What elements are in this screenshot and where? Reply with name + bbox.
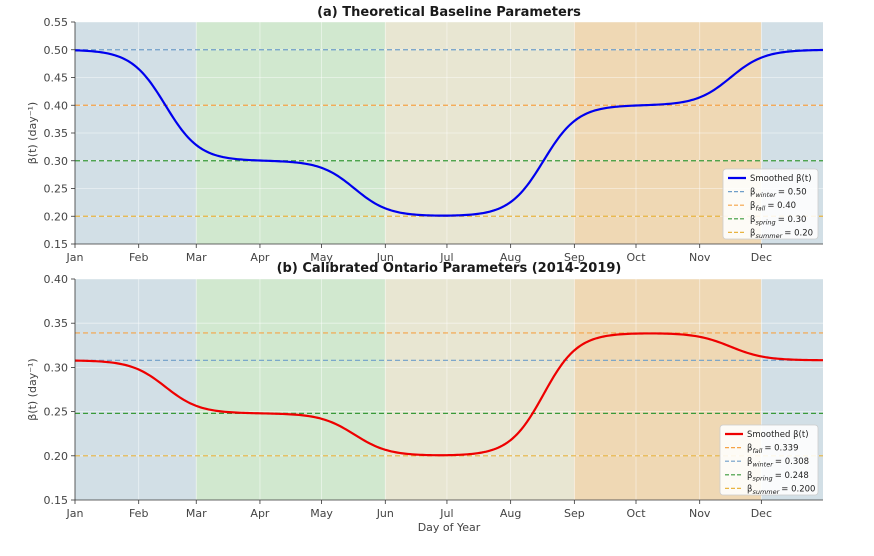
x-tick-label: Jul — [439, 507, 453, 520]
x-tick-label: Sep — [564, 507, 585, 520]
y-tick-label: 0.20 — [44, 210, 69, 223]
y-tick-label: 0.45 — [44, 72, 69, 85]
smoothed-beta-line — [74, 332, 824, 457]
x-tick-label: Sep — [564, 251, 585, 264]
y-tick-label: 0.40 — [44, 99, 69, 112]
x-tick-label: Aug — [500, 251, 521, 264]
smoothed-beta-line — [74, 48, 824, 217]
panel-b-calibrated-ontario: 0.15 0.20 0.25 0.30 0.35 0.40 Jan Feb Mar Apr May J… — [26, 261, 824, 534]
y-tick-label: 0.35 — [44, 127, 69, 140]
legend-label-fall: βfall = 0.339 — [747, 444, 799, 456]
x-tick-label: Apr — [250, 251, 270, 264]
x-tick-label: Mar — [186, 251, 207, 264]
x-tick-label: Jan — [66, 507, 84, 520]
x-tick-label: Nov — [689, 251, 711, 264]
y-axis-label: β(t) (day⁻¹) — [26, 358, 39, 420]
x-tick-label: Aug — [500, 507, 521, 520]
y-tick-label: 0.25 — [44, 183, 69, 196]
x-tick-label: Oct — [626, 507, 646, 520]
x-tick-label: Jan — [66, 251, 84, 264]
y-tick-label: 0.20 — [44, 450, 69, 463]
season-band-winter — [75, 279, 197, 500]
y-tick-label: 0.40 — [44, 273, 69, 286]
y-tick-label: 0.55 — [44, 16, 69, 29]
season-band-spring — [196, 279, 386, 500]
x-tick-label: Jun — [376, 507, 394, 520]
x-tick-label: Mar — [186, 507, 207, 520]
legend-label-summer: βsummer = 0.20 — [750, 228, 813, 240]
y-tick-label: 0.25 — [44, 406, 69, 419]
y-tick-label: 0.15 — [44, 238, 69, 251]
x-axis-label: Day of Year — [418, 521, 481, 534]
y-axis-label: β(t) (day⁻¹) — [26, 102, 39, 164]
x-tick-label: Nov — [689, 507, 711, 520]
x-tick-label: Feb — [129, 251, 148, 264]
legend-label-smoothed: Smoothed β(t) — [747, 430, 809, 440]
y-tick-label: 0.15 — [44, 494, 69, 507]
legend-box — [722, 168, 819, 240]
y-tick-label: 0.30 — [44, 361, 69, 374]
y-tick-label: 0.30 — [44, 155, 69, 168]
legend-label-spring: βspring = 0.30 — [750, 215, 806, 227]
x-tick-label: Oct — [626, 251, 646, 264]
legend-box — [719, 424, 819, 496]
x-tick-label: Jul — [439, 251, 453, 264]
legend-label-spring: βspring = 0.248 — [747, 471, 809, 483]
season-band-summer — [385, 279, 575, 500]
x-tick-label: Apr — [250, 507, 270, 520]
panel-a-theoretical-baseline: 0.15 0.20 0.25 0.30 0.35 0.40 0.45 0.50 0.55 Jan F… — [26, 5, 824, 264]
legend-label-summer: βsummer = 0.200 — [747, 484, 815, 496]
x-tick-label: Dec — [751, 507, 772, 520]
legend-label-winter: βwinter = 0.50 — [750, 188, 807, 200]
legend-label-smoothed: Smoothed β(t) — [750, 174, 812, 184]
y-tick-label: 0.50 — [44, 44, 69, 57]
y-tick-label: 0.35 — [44, 317, 69, 330]
x-tick-label: May — [310, 507, 333, 520]
x-tick-label: May — [310, 251, 333, 264]
legend-label-winter: βwinter = 0.308 — [747, 457, 809, 469]
chart-title: (a) Theoretical Baseline Parameters — [317, 5, 581, 20]
chart-title: (b) Calibrated Ontario Parameters (2014-… — [277, 261, 622, 276]
x-tick-label: Jun — [376, 251, 394, 264]
legend-label-fall: βfall = 0.40 — [750, 201, 796, 213]
x-tick-label: Feb — [129, 507, 148, 520]
x-tick-label: Dec — [751, 251, 772, 264]
